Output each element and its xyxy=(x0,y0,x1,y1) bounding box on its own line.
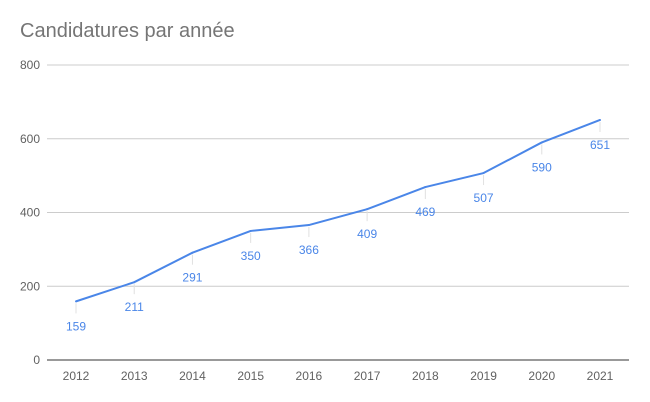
x-tick-label: 2013 xyxy=(121,369,148,383)
data-point xyxy=(133,281,136,284)
data-point xyxy=(307,224,310,227)
data-label: 350 xyxy=(241,249,261,263)
x-tick-label: 2018 xyxy=(412,369,439,383)
data-point xyxy=(249,229,252,232)
y-tick-label: 600 xyxy=(20,132,40,146)
y-tick-label: 0 xyxy=(33,353,40,367)
data-point xyxy=(540,141,543,144)
chart-title: Candidatures par année xyxy=(20,20,235,42)
y-tick-label: 200 xyxy=(20,279,40,293)
x-tick-label: 2012 xyxy=(63,369,90,383)
data-label: 651 xyxy=(590,138,610,152)
y-tick-label: 800 xyxy=(20,58,40,72)
data-point xyxy=(366,208,369,211)
x-tick-label: 2019 xyxy=(470,369,497,383)
x-tick-label: 2017 xyxy=(354,369,381,383)
data-point xyxy=(599,118,601,121)
data-label: 159 xyxy=(66,319,86,333)
data-point xyxy=(424,186,427,189)
y-tick-label: 400 xyxy=(20,206,40,220)
x-tick-label: 2020 xyxy=(528,369,555,383)
x-tick-label: 2021 xyxy=(587,369,614,383)
x-tick-label: 2014 xyxy=(179,369,206,383)
data-label: 211 xyxy=(125,300,144,314)
x-tick-label: 2015 xyxy=(237,369,264,383)
data-label: 469 xyxy=(415,205,435,219)
data-label: 366 xyxy=(299,243,319,257)
series-line xyxy=(75,119,601,303)
data-point xyxy=(482,172,485,175)
data-label: 291 xyxy=(182,271,202,285)
data-label: 409 xyxy=(357,227,377,241)
data-point xyxy=(75,300,77,303)
data-point xyxy=(191,251,194,254)
data-label: 590 xyxy=(532,160,552,174)
x-tick-label: 2016 xyxy=(296,369,323,383)
data-label: 507 xyxy=(474,191,494,205)
